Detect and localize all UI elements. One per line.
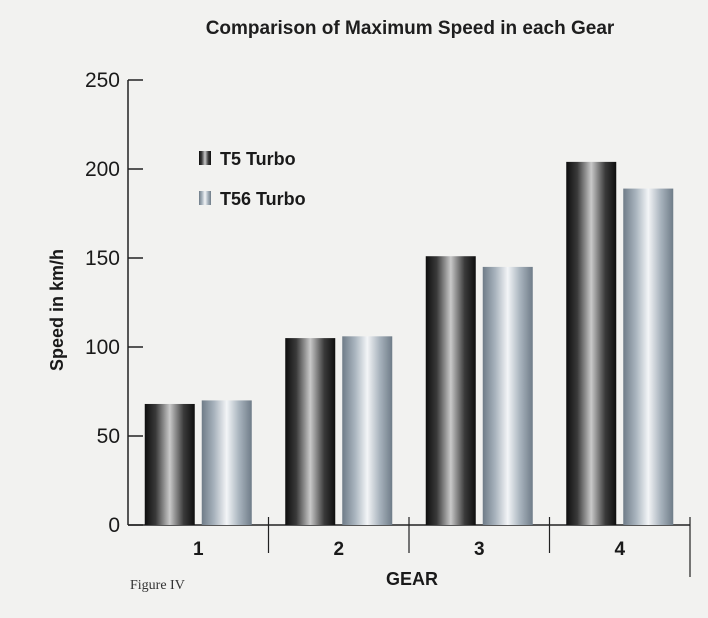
legend: T5 Turbo T56 Turbo [199,149,306,209]
y-tick-label: 100 [85,336,120,359]
y-axis-ticks: 0 50 100 150 200 250 [85,69,143,537]
legend-swatch [199,151,211,165]
legend-label: T56 Turbo [220,189,306,209]
bar-t56-turbo-gear-2 [342,336,393,525]
y-tick-label: 150 [85,247,120,270]
y-axis-title: Speed in km/h [47,249,67,371]
legend-label: T5 Turbo [220,149,296,169]
bar-t5-turbo-gear-3 [425,256,476,525]
x-tick-label: 1 [193,539,204,560]
y-tick-label: 200 [85,158,120,181]
y-tick-label: 50 [97,425,120,448]
bar-t56-turbo-gear-4 [623,188,674,525]
x-tick-label: 3 [474,539,485,560]
bar-t5-turbo-gear-4 [566,161,617,525]
x-tick-label: 2 [333,539,344,560]
bar-t56-turbo-gear-3 [482,266,533,525]
figure-caption: Figure IV [130,578,185,593]
legend-swatch [199,191,211,205]
bars [144,161,674,525]
y-tick-label: 0 [108,514,120,537]
bar-t5-turbo-gear-1 [144,403,195,525]
chart-title: Comparison of Maximum Speed in each Gear [206,18,615,39]
bar-t5-turbo-gear-2 [285,338,336,525]
y-tick-label: 250 [85,69,120,92]
bar-t56-turbo-gear-1 [201,400,252,525]
x-axis-title: GEAR [386,569,438,589]
x-tick-label: 4 [614,539,625,560]
x-axis-separators [267,517,691,577]
x-axis-tick-labels: 1 2 3 4 [193,539,626,560]
